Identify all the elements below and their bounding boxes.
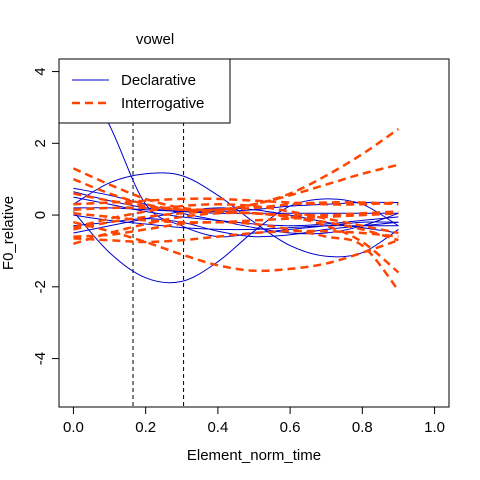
series-line-19 — [73, 229, 399, 244]
x-tick-label-1: 0.2 — [135, 419, 156, 436]
y-tick-label-3: 2 — [32, 139, 49, 147]
y-tick-label-1: -2 — [32, 280, 49, 293]
y-tick-label-2: 0 — [32, 211, 49, 219]
x-tick-label-3: 0.6 — [280, 419, 301, 436]
series-line-2 — [73, 198, 399, 284]
x-tick-label-0: 0.0 — [63, 419, 84, 436]
series-line-11 — [72, 163, 399, 212]
series-line-12 — [73, 220, 399, 273]
series-line-15 — [73, 197, 399, 206]
series-group — [72, 60, 400, 292]
x-axis: 0.0 0.2 0.4 0.6 0.8 1.0 — [63, 406, 445, 436]
x-tick-label-2: 0.4 — [207, 419, 228, 436]
series-line-21 — [73, 206, 399, 217]
chart-title: vowel — [136, 31, 174, 48]
x-axis-title: Element_norm_time — [187, 447, 321, 464]
series-line-18 — [73, 192, 399, 212]
y-tick-label-0: -4 — [32, 352, 49, 365]
y-axis-title: F0_relative — [0, 196, 17, 270]
series-line-14 — [73, 211, 400, 274]
legend: Declarative Interrogative — [58, 58, 231, 124]
x-tick-label-4: 0.8 — [352, 419, 373, 436]
series-line-17 — [73, 203, 399, 235]
legend-label-declarative: Declarative — [121, 72, 196, 89]
legend-label-interrogative: Interrogative — [121, 95, 204, 112]
legend-box — [58, 58, 231, 124]
x-tick-label-5: 1.0 — [424, 419, 445, 436]
y-tick-label-4: 4 — [32, 67, 49, 75]
